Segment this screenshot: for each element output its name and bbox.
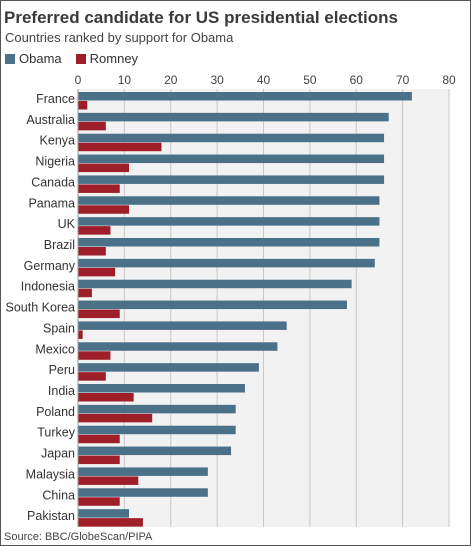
x-tick-label: 40	[257, 73, 271, 87]
category-label: China	[42, 488, 75, 502]
bar-romney	[78, 518, 143, 527]
category-label: Brazil	[44, 238, 75, 252]
bar-obama	[78, 467, 208, 476]
x-tick-label: 80	[442, 73, 456, 87]
category-label: Kenya	[40, 134, 75, 148]
legend-swatch-romney	[75, 53, 86, 64]
category-label: Indonesia	[21, 280, 75, 294]
bar-obama	[78, 133, 385, 143]
bar-obama	[78, 488, 208, 497]
x-tick-label: 30	[210, 73, 224, 87]
category-label: Peru	[49, 363, 75, 377]
legend-label-romney: Romney	[89, 51, 139, 66]
bar-romney	[78, 142, 162, 152]
category-label: Canada	[31, 175, 75, 189]
bar-obama	[78, 300, 347, 310]
legend-item-obama: Obama	[5, 51, 62, 66]
legend-item-romney: Romney	[75, 51, 139, 66]
chart-subtitle: Countries ranked by support for Obama	[5, 30, 234, 45]
category-label: Australia	[26, 113, 75, 127]
bar-obama	[78, 446, 232, 456]
bar-romney	[78, 121, 106, 131]
bar-romney	[78, 413, 153, 423]
bar-obama	[78, 404, 236, 414]
bar-romney	[78, 309, 120, 319]
bar-romney	[78, 455, 120, 465]
category-label: Mexico	[35, 342, 75, 356]
legend: Obama Romney	[5, 51, 152, 66]
category-label: Japan	[41, 447, 75, 461]
bar-romney	[78, 163, 130, 173]
bar-obama	[78, 196, 380, 205]
bar-obama	[78, 509, 130, 518]
bar-romney	[78, 372, 106, 381]
category-label: Spain	[43, 321, 75, 335]
bar-obama	[78, 363, 259, 372]
bar-romney	[78, 351, 111, 360]
bar-romney	[78, 393, 134, 402]
category-label: Malaysia	[26, 467, 75, 481]
category-label: India	[48, 384, 75, 398]
bar-obama	[78, 279, 352, 289]
x-tick-label: 20	[164, 73, 178, 87]
x-tick-label: 10	[118, 73, 132, 87]
bar-romney	[78, 434, 120, 444]
bar-obama	[78, 238, 380, 247]
bar-romney	[78, 330, 83, 339]
bar-obama	[78, 425, 236, 435]
source-note: Source: BBC/GlobeScan/PIPA	[4, 531, 153, 543]
chart-title: Preferred candidate for US presidential …	[4, 8, 398, 27]
bar-romney	[78, 267, 116, 277]
bar-obama	[78, 217, 380, 226]
category-label: Poland	[36, 405, 75, 419]
category-label: Germany	[24, 259, 76, 273]
bar-romney	[78, 288, 92, 298]
category-label: Nigeria	[35, 155, 75, 169]
bar-romney	[78, 101, 88, 110]
bar-obama	[78, 258, 375, 268]
x-tick-label: 0	[75, 73, 82, 87]
bar-obama	[78, 154, 385, 164]
legend-swatch-obama	[5, 53, 15, 64]
category-label: France	[36, 92, 75, 106]
legend-label-obama: Obama	[19, 51, 62, 66]
bar-obama	[78, 384, 245, 393]
category-label: Pakistan	[27, 509, 75, 523]
bar-romney	[78, 205, 130, 214]
bar-obama	[78, 175, 385, 184]
bar-romney	[78, 247, 106, 256]
bar-romney	[78, 184, 120, 193]
bar-obama	[78, 321, 287, 330]
category-label: Turkey	[37, 426, 75, 440]
bar-obama	[78, 342, 278, 351]
x-tick-label: 60	[350, 73, 364, 87]
category-label: Panama	[28, 196, 75, 210]
bar-romney	[78, 497, 120, 506]
bar-romney	[78, 476, 139, 485]
bar-obama	[78, 112, 389, 122]
bar-romney	[78, 226, 111, 235]
x-tick-label: 70	[396, 73, 410, 87]
category-label: South Korea	[6, 301, 76, 315]
bar-obama	[78, 92, 412, 101]
x-tick-label: 50	[303, 73, 317, 87]
category-label: UK	[58, 217, 76, 231]
